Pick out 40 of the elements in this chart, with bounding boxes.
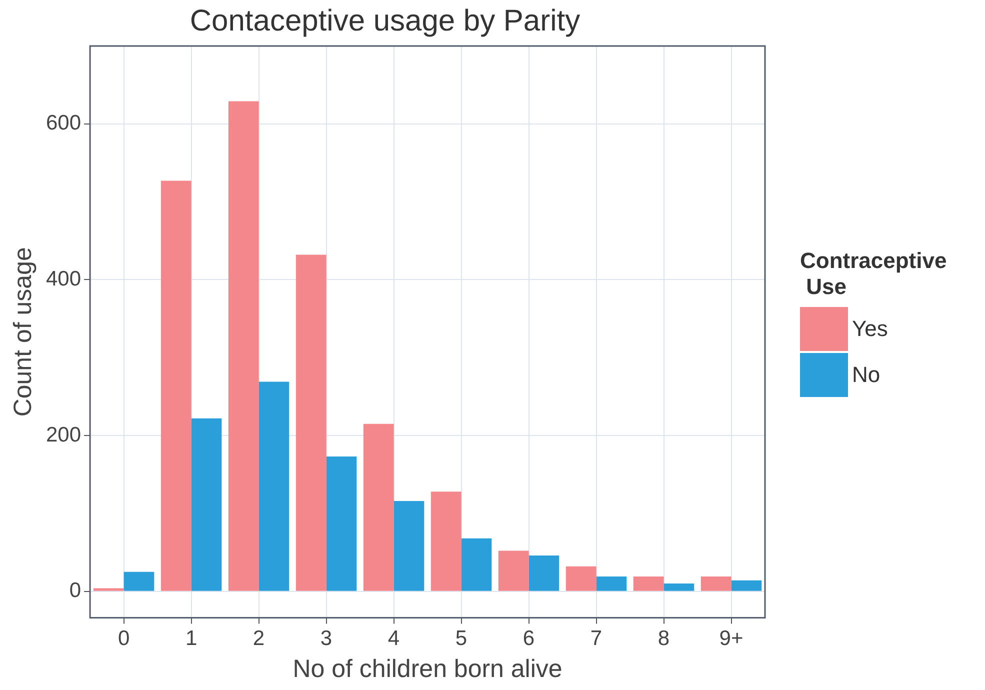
bar [596,576,627,591]
bar [566,566,596,591]
chart-title: Contaceptive usage by Parity [190,4,580,38]
bar [124,572,154,591]
y-tick-label: 600 [46,112,82,135]
bar [296,254,326,591]
bar [528,555,560,591]
bar [430,492,462,591]
bar [461,538,492,591]
x-tick-label: 0 [118,627,130,650]
y-tick-label: 0 [69,579,82,602]
legend-label: Yes [852,316,888,342]
bar [93,588,124,591]
x-tick-label: 6 [522,627,535,650]
y-tick-label: 200 [46,423,82,446]
x-tick-label: 7 [590,627,602,650]
bar [363,424,394,591]
bar [731,580,762,591]
bar [160,180,192,591]
bar [228,101,259,591]
bar [326,456,357,591]
bar [191,418,222,591]
x-tick-label: 4 [388,627,400,650]
bar [664,584,694,591]
bar [633,576,664,591]
y-tick-label: 400 [46,268,82,291]
legend-label: No [852,362,880,388]
x-tick-label: 2 [252,627,265,650]
x-tick-label: 9+ [719,627,744,650]
legend-title: Contraceptive Use [800,248,947,300]
bar [700,576,732,591]
bar [498,550,529,591]
y-axis-title: Count of usage [8,247,37,417]
bar [394,500,424,591]
x-tick-label: 3 [320,627,332,650]
x-tick-label: 8 [658,627,670,650]
x-tick-label: 1 [185,627,198,650]
bar [258,382,290,591]
x-axis-title: No of children born alive [292,654,562,683]
x-tick-label: 5 [455,627,468,650]
